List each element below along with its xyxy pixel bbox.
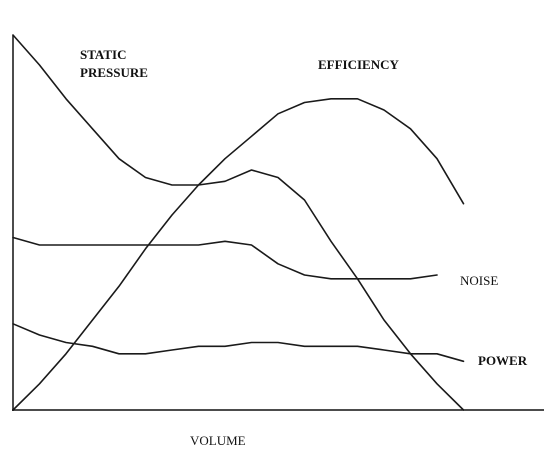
x-axis-label: VOLUME — [190, 433, 246, 448]
series-line — [12, 236, 438, 280]
series-label: STATIC PRESSURE — [80, 47, 148, 80]
series-line — [12, 323, 465, 363]
series-line — [12, 34, 465, 411]
series-label: POWER — [478, 353, 528, 368]
series-label: NOISE — [460, 273, 499, 288]
series-label: EFFICIENCY — [318, 57, 399, 72]
series-line — [12, 98, 465, 411]
